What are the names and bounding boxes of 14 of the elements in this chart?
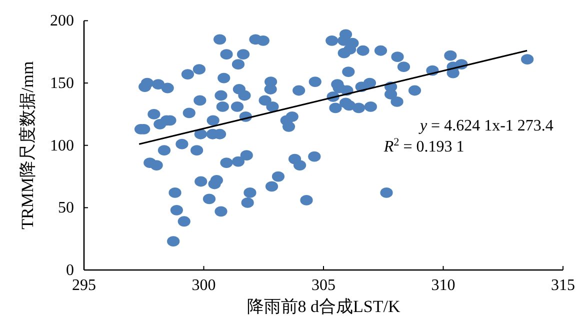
y-tick-label: 100: [50, 137, 74, 154]
x-tick-label: 315: [551, 277, 575, 294]
x-tick-label: 300: [192, 277, 216, 294]
annotation: R$^{2}$ = 0.193 1: [382, 136, 464, 156]
annotation: y = 4.624 1x-1 273.4: [418, 117, 554, 134]
x-tick-label: 310: [431, 277, 456, 294]
x-tick-label: 305: [312, 277, 336, 294]
y-tick-label: 0: [66, 262, 74, 279]
y-axis-title: TRMM降尺度数据/mm: [18, 61, 37, 230]
y-tick-label: 50: [58, 200, 74, 217]
x-axis-title: 降雨前8 d合成LST/K: [246, 297, 401, 316]
y-tick-label: 200: [50, 12, 74, 30]
x-tick-label: 295: [72, 277, 96, 294]
y-tick-label: 150: [50, 75, 74, 92]
